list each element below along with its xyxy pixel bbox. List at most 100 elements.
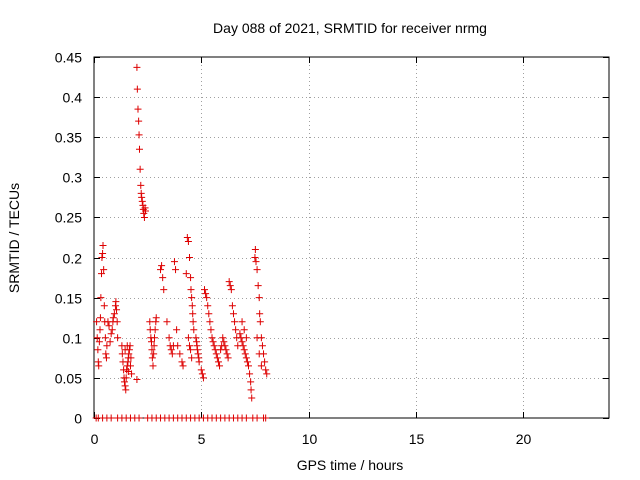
data-point — [93, 318, 101, 326]
data-point — [135, 131, 143, 139]
data-point — [254, 282, 262, 290]
data-point — [113, 306, 121, 314]
x-tick-label: 10 — [302, 431, 318, 447]
axis-ticks: 0 0.05 0.1 0.15 0.2 0.25 0.3 0.35 0.4 0.45 0 5 10 15 2… — [55, 50, 609, 447]
data-point — [238, 318, 246, 326]
data-point — [95, 338, 103, 346]
data-point — [187, 346, 195, 354]
data-point — [195, 358, 203, 366]
data-point — [253, 414, 261, 422]
data-point — [258, 342, 266, 350]
data-point — [120, 378, 128, 386]
y-tick-label: 0 — [74, 411, 82, 427]
data-point — [110, 310, 118, 318]
data-point — [125, 350, 133, 358]
data-point — [133, 375, 141, 383]
data-point — [172, 266, 180, 274]
data-point — [232, 326, 240, 334]
data-point — [166, 342, 174, 350]
data-point — [114, 334, 122, 342]
data-point — [185, 254, 193, 262]
data-point — [206, 318, 214, 326]
data-point — [178, 358, 186, 366]
data-point — [248, 394, 256, 402]
y-tick-label: 0.45 — [55, 50, 82, 66]
y-tick-label: 0.05 — [55, 371, 82, 387]
data-point — [209, 338, 217, 346]
data-point — [123, 342, 131, 350]
data-point — [247, 386, 255, 394]
data-point — [187, 274, 195, 282]
data-point — [188, 302, 196, 310]
data-point — [194, 350, 202, 358]
data-point — [201, 286, 209, 294]
data-point — [146, 318, 154, 326]
data-point — [113, 318, 121, 326]
grid-lines — [94, 57, 609, 418]
data-point — [189, 318, 197, 326]
data-point — [225, 278, 233, 286]
data-point — [137, 181, 145, 189]
data-point — [236, 330, 244, 338]
data-point — [108, 326, 116, 334]
data-point — [220, 338, 228, 346]
data-point — [247, 378, 255, 386]
data-point — [100, 266, 108, 274]
data-point — [221, 342, 229, 350]
data-point — [208, 334, 216, 342]
data-point — [121, 346, 129, 354]
data-point — [189, 310, 197, 318]
data-point — [199, 374, 207, 382]
x-tick-label: 15 — [409, 431, 425, 447]
data-point — [134, 105, 142, 113]
data-point — [203, 294, 211, 302]
data-point — [243, 358, 251, 366]
y-tick-label: 0.3 — [63, 170, 83, 186]
data-point — [190, 326, 198, 334]
data-point — [94, 346, 102, 354]
data-point — [239, 342, 247, 350]
data-point — [158, 262, 166, 270]
data-point — [184, 334, 192, 342]
data-point — [212, 350, 220, 358]
data-point — [227, 286, 235, 294]
data-point — [188, 294, 196, 302]
data-point — [157, 266, 165, 274]
data-point — [214, 358, 222, 366]
data-point — [168, 350, 176, 358]
data-point — [179, 362, 187, 370]
y-tick-label: 0.15 — [55, 291, 82, 307]
data-point — [261, 358, 269, 366]
data-point — [251, 254, 259, 262]
data-point — [148, 354, 156, 362]
data-point — [112, 298, 120, 306]
data-point — [152, 314, 160, 322]
data-point — [135, 117, 143, 125]
data-point — [193, 346, 201, 354]
data-point — [102, 354, 110, 362]
data-point — [133, 85, 141, 93]
data-point — [251, 246, 259, 254]
data-point — [150, 350, 158, 358]
data-point — [142, 207, 149, 215]
x-tick-label: 0 — [91, 431, 99, 447]
data-point — [127, 354, 135, 362]
data-point — [140, 213, 148, 221]
data-point — [170, 258, 178, 266]
data-point — [224, 354, 232, 362]
plot-frame — [93, 56, 610, 419]
y-axis-label: SRMTID / TECUs — [6, 183, 22, 293]
data-point — [93, 334, 101, 342]
data-point — [167, 346, 175, 354]
data-point — [184, 238, 192, 246]
data-point — [107, 414, 115, 422]
data-point — [107, 330, 115, 338]
data-point — [245, 362, 252, 370]
data-point — [148, 346, 156, 354]
data-point — [255, 350, 263, 358]
y-tick-label: 0.35 — [55, 130, 82, 146]
data-point — [182, 270, 190, 278]
data-point — [205, 310, 213, 318]
data-point — [210, 342, 218, 350]
data-point — [187, 286, 195, 294]
